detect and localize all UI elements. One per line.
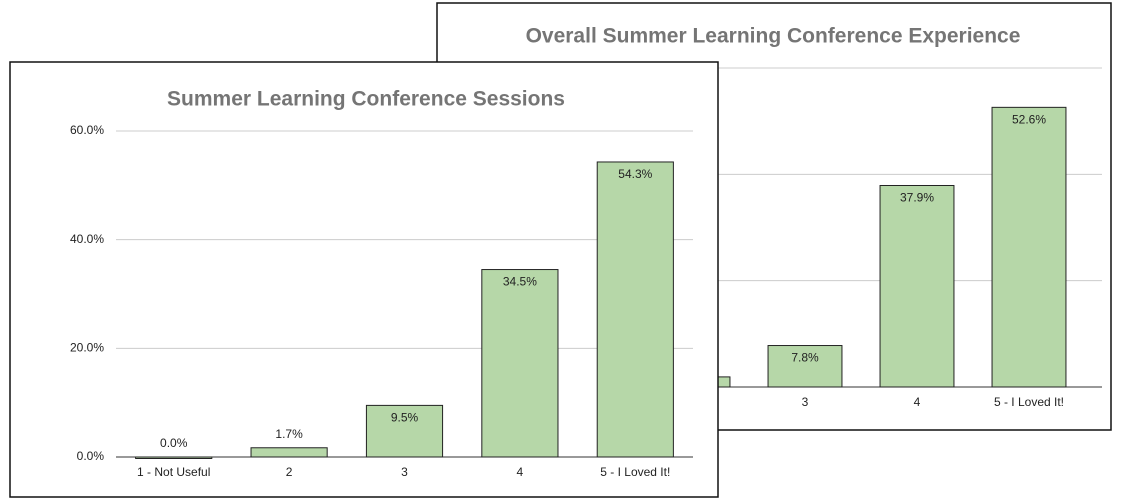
x-tick-label: 2: [286, 465, 293, 479]
bar: [991, 106, 1067, 388]
bar: [135, 456, 213, 459]
data-label: 52.6%: [1012, 113, 1046, 127]
data-label: 0.0%: [160, 436, 188, 450]
data-label: 9.5%: [391, 411, 419, 425]
chart-title: Summer Learning Conference Sessions: [167, 88, 565, 111]
data-label: 54.3%: [618, 167, 652, 181]
x-tick-label: 4: [914, 395, 921, 409]
data-label: 7.8%: [791, 351, 819, 365]
y-tick-label: 20.0%: [70, 341, 104, 355]
data-label: 1.7%: [275, 427, 303, 441]
y-tick-label: 40.0%: [70, 232, 104, 246]
x-tick-label: 1 - Not Useful: [137, 465, 210, 479]
bar: [879, 184, 955, 388]
chart-title: Overall Summer Learning Conference Exper…: [526, 25, 1021, 48]
x-tick-label: 5 - I Loved It!: [600, 465, 670, 479]
y-tick-label: 60.0%: [70, 123, 104, 137]
bar: [481, 269, 559, 458]
x-tick-label: 3: [401, 465, 408, 479]
x-tick-label: 5 - I Loved It!: [994, 395, 1064, 409]
data-label: 34.5%: [503, 275, 537, 289]
bar: [250, 447, 328, 458]
y-tick-label: 0.0%: [77, 449, 105, 463]
bar: [767, 345, 843, 388]
data-label: 37.9%: [900, 191, 934, 205]
bar: [365, 404, 444, 458]
bar: [596, 161, 674, 458]
x-tick-label: 3: [802, 395, 809, 409]
x-tick-label: 4: [517, 465, 524, 479]
